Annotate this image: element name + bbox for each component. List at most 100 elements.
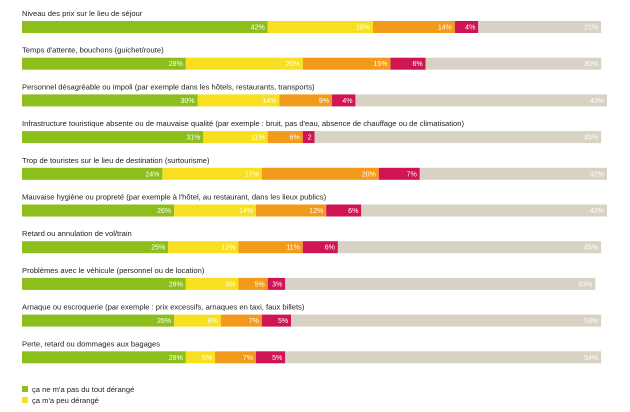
bar-segment [419, 167, 607, 180]
bar-segment [261, 314, 292, 327]
category-label: Arnaque ou escroquerie (par exemple : pr… [22, 303, 305, 312]
category-label: Personnel désagréable ou impoli (par exe… [22, 82, 315, 91]
value-label: 42% [251, 25, 265, 32]
value-label: 14% [239, 208, 253, 215]
bar-segment [285, 277, 596, 290]
value-label: 30% [180, 98, 194, 105]
bar-segment [267, 21, 373, 33]
legend-swatch [22, 386, 28, 392]
bar-segment [267, 277, 286, 290]
value-label: 5% [272, 355, 282, 362]
value-label: 9% [319, 98, 329, 105]
bar-segment [185, 351, 216, 364]
value-label: 3% [272, 281, 282, 288]
value-label: 28% [169, 281, 183, 288]
bar-segment [279, 94, 333, 107]
value-label: 28% [169, 61, 183, 68]
bar-segment [220, 314, 262, 327]
bar-segment [361, 204, 607, 217]
bar-segment [174, 314, 221, 327]
category-label: Trop de touristes sur le lieu de destina… [22, 156, 210, 165]
value-label: 6% [348, 208, 358, 215]
category-label: Perte, retard ou dommages aux bagages [22, 339, 160, 348]
bar-segment [337, 241, 602, 254]
bar-segment [314, 131, 602, 144]
category-label: Retard ou annulation de vol/train [22, 229, 132, 238]
bar-segment [390, 57, 426, 70]
bar-segment [378, 167, 420, 180]
bar-segment [22, 204, 175, 217]
bar-segment [261, 167, 379, 180]
legend-label: ça ne m'a pas du tout dérangé [32, 385, 134, 394]
value-label: 5% [255, 281, 265, 288]
value-label: 30% [584, 61, 598, 68]
value-label: 14% [438, 25, 452, 32]
bar-segment [22, 277, 186, 290]
bar-segment [302, 241, 338, 254]
value-label: 45% [584, 245, 598, 252]
bar-segment [355, 94, 607, 107]
value-label: 8% [208, 318, 218, 325]
value-label: 18% [356, 25, 370, 32]
value-label: 24% [145, 171, 159, 178]
bar-segment [22, 131, 204, 144]
bar-segment [267, 131, 303, 144]
legend-swatch [22, 397, 28, 403]
value-label: 11% [251, 135, 265, 142]
bar-segment [22, 241, 169, 254]
value-label: 26% [157, 208, 171, 215]
bar-segment [162, 167, 262, 180]
bar-segment [332, 94, 356, 107]
bar-segment [238, 241, 303, 254]
value-label: 12% [221, 245, 235, 252]
value-label: 53% [584, 318, 598, 325]
value-label: 4% [465, 25, 475, 32]
value-label: 6% [290, 135, 300, 142]
bar-segment [22, 21, 268, 33]
value-label: 4% [342, 98, 352, 105]
value-label: 25% [151, 245, 165, 252]
value-label: 7% [249, 318, 259, 325]
bar-segment [22, 351, 186, 364]
bar-segment [238, 277, 268, 290]
bar-segment [203, 131, 268, 144]
category-label: Niveau des prix sur le lieu de séjour [22, 9, 143, 18]
bar-segment [302, 57, 391, 70]
bar-segment [22, 57, 186, 70]
bar-segment [215, 351, 256, 364]
value-label: 7% [407, 171, 417, 178]
bar-segment [478, 21, 602, 33]
bar-segment [291, 314, 602, 327]
value-label: 14% [262, 98, 276, 105]
value-label: 7% [243, 355, 253, 362]
bar-segment [425, 57, 602, 70]
value-label: 28% [169, 355, 183, 362]
bar-segment [454, 21, 479, 33]
bar-segment [285, 351, 602, 364]
bar-segment [168, 241, 239, 254]
value-label: 2 [308, 135, 312, 142]
value-label: 20% [362, 171, 376, 178]
value-label: 26% [157, 318, 171, 325]
value-label: 11% [286, 245, 300, 252]
value-label: 49% [584, 135, 598, 142]
bar-segment [185, 277, 239, 290]
value-label: 6% [325, 245, 335, 252]
category-label: Temps d'attente, bouchons (guichet/route… [22, 46, 164, 55]
bar-segment [22, 314, 175, 327]
value-label: 20% [286, 61, 300, 68]
value-label: 9% [225, 281, 235, 288]
category-label: Mauvaise hygiène ou propreté (par exempl… [22, 193, 327, 202]
bar-segment [256, 204, 327, 217]
bar-segment [185, 57, 303, 70]
bar-segment [22, 94, 198, 107]
category-label: Infrastructure touristique absente ou de… [22, 119, 464, 128]
value-label: 12% [309, 208, 323, 215]
bar-segment [197, 94, 280, 107]
value-label: 5% [202, 355, 212, 362]
value-label: 54% [584, 355, 598, 362]
value-label: 15% [374, 61, 388, 68]
value-label: 42% [590, 208, 604, 215]
bar-segment [174, 204, 256, 217]
legend-label: ça m'a peu dérangé [32, 396, 99, 405]
